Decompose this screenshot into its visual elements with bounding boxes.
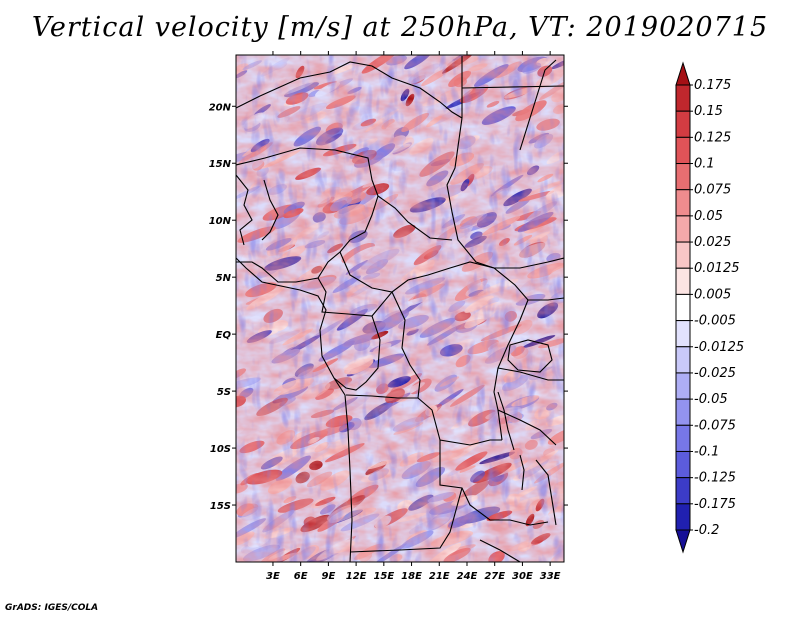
y-tick-label: 20N xyxy=(209,102,232,113)
colorbar-box xyxy=(675,424,691,452)
y-tick-label: 5S xyxy=(217,387,231,398)
colorbar-label: -0.005 xyxy=(694,314,736,329)
x-tick-label: 18E xyxy=(401,571,422,582)
colorbar-label: 0.0125 xyxy=(694,261,740,276)
colorbar-label: -0.175 xyxy=(694,497,736,512)
colorbar-label: -0.025 xyxy=(694,366,736,381)
x-tick-label: 6E xyxy=(294,571,308,582)
colorbar-label: 0.175 xyxy=(694,78,731,93)
colorbar-box xyxy=(675,450,691,479)
colorbar-box xyxy=(675,293,691,322)
country-borders xyxy=(236,56,564,562)
colorbar-box xyxy=(675,84,691,112)
colorbar-label: -0.0125 xyxy=(694,340,744,355)
footer-credit: GrADS: IGES/COLA xyxy=(5,603,99,613)
colorbar-label: -0.05 xyxy=(694,392,728,407)
colorbar-label: 0.125 xyxy=(694,130,731,145)
colorbar-box xyxy=(675,215,691,243)
colorbar-box xyxy=(675,136,691,165)
y-tick-label: 10N xyxy=(209,216,232,227)
x-tick-label: 24E xyxy=(457,571,478,582)
colorbar-label: 0.1 xyxy=(694,157,715,172)
colorbar-label: -0.075 xyxy=(694,418,736,433)
colorbar-box xyxy=(675,477,691,505)
colorbar-bottom-arrow xyxy=(675,529,691,554)
y-tick-label: 5N xyxy=(216,273,232,284)
colorbar-label: -0.125 xyxy=(694,471,736,486)
colorbar-label: -0.2 xyxy=(694,523,719,538)
colorbar-label: 0.15 xyxy=(694,104,723,119)
x-tick-label: 27E xyxy=(484,571,505,582)
colorbar: 0.175 0.15 0.125 0.1 0.075 0.05 0.025 0.0125 0.0… xyxy=(675,61,744,554)
chart-title: Vertical velocity [m/s] at 250hPa, VT: 2… xyxy=(31,12,769,43)
colorbar-box xyxy=(675,241,691,269)
colorbar-label: 0.025 xyxy=(694,235,731,250)
y-tick-label: 15N xyxy=(209,159,232,170)
x-tick-label: 33E xyxy=(540,571,561,582)
colorbar-box xyxy=(675,320,691,348)
x-tick-label: 21E xyxy=(429,571,450,582)
colorbar-box xyxy=(675,110,691,138)
colorbar-label: -0.1 xyxy=(694,444,719,459)
colorbar-box xyxy=(675,398,691,426)
map-area xyxy=(236,55,564,562)
colorbar-box xyxy=(675,163,691,191)
x-tick-label: 12E xyxy=(346,571,367,582)
colorbar-box xyxy=(675,267,691,295)
y-tick-label: EQ xyxy=(216,330,232,341)
x-tick-label: 30E xyxy=(512,571,533,582)
y-tick-label: 15S xyxy=(210,501,231,512)
colorbar-box xyxy=(675,346,691,374)
colorbar-box xyxy=(675,372,691,400)
colorbar-top-arrow xyxy=(675,61,691,86)
colorbar-box xyxy=(675,503,691,531)
x-tick-label: 3E xyxy=(266,571,280,582)
x-tick-label: 15E xyxy=(373,571,394,582)
colorbar-label: 0.05 xyxy=(694,209,723,224)
x-tick-label: 9E xyxy=(321,571,335,582)
y-tick-label: 10S xyxy=(210,444,231,455)
axes: 3E 6E 9E 12E 15E 18E 21E 24E 27E 30E 33E 20N 15N 10N 5… xyxy=(209,51,568,582)
colorbar-label: 0.075 xyxy=(694,183,731,198)
colorbar-box xyxy=(675,189,691,217)
plot-frame xyxy=(235,54,565,563)
colorbar-label: 0.005 xyxy=(694,287,731,302)
